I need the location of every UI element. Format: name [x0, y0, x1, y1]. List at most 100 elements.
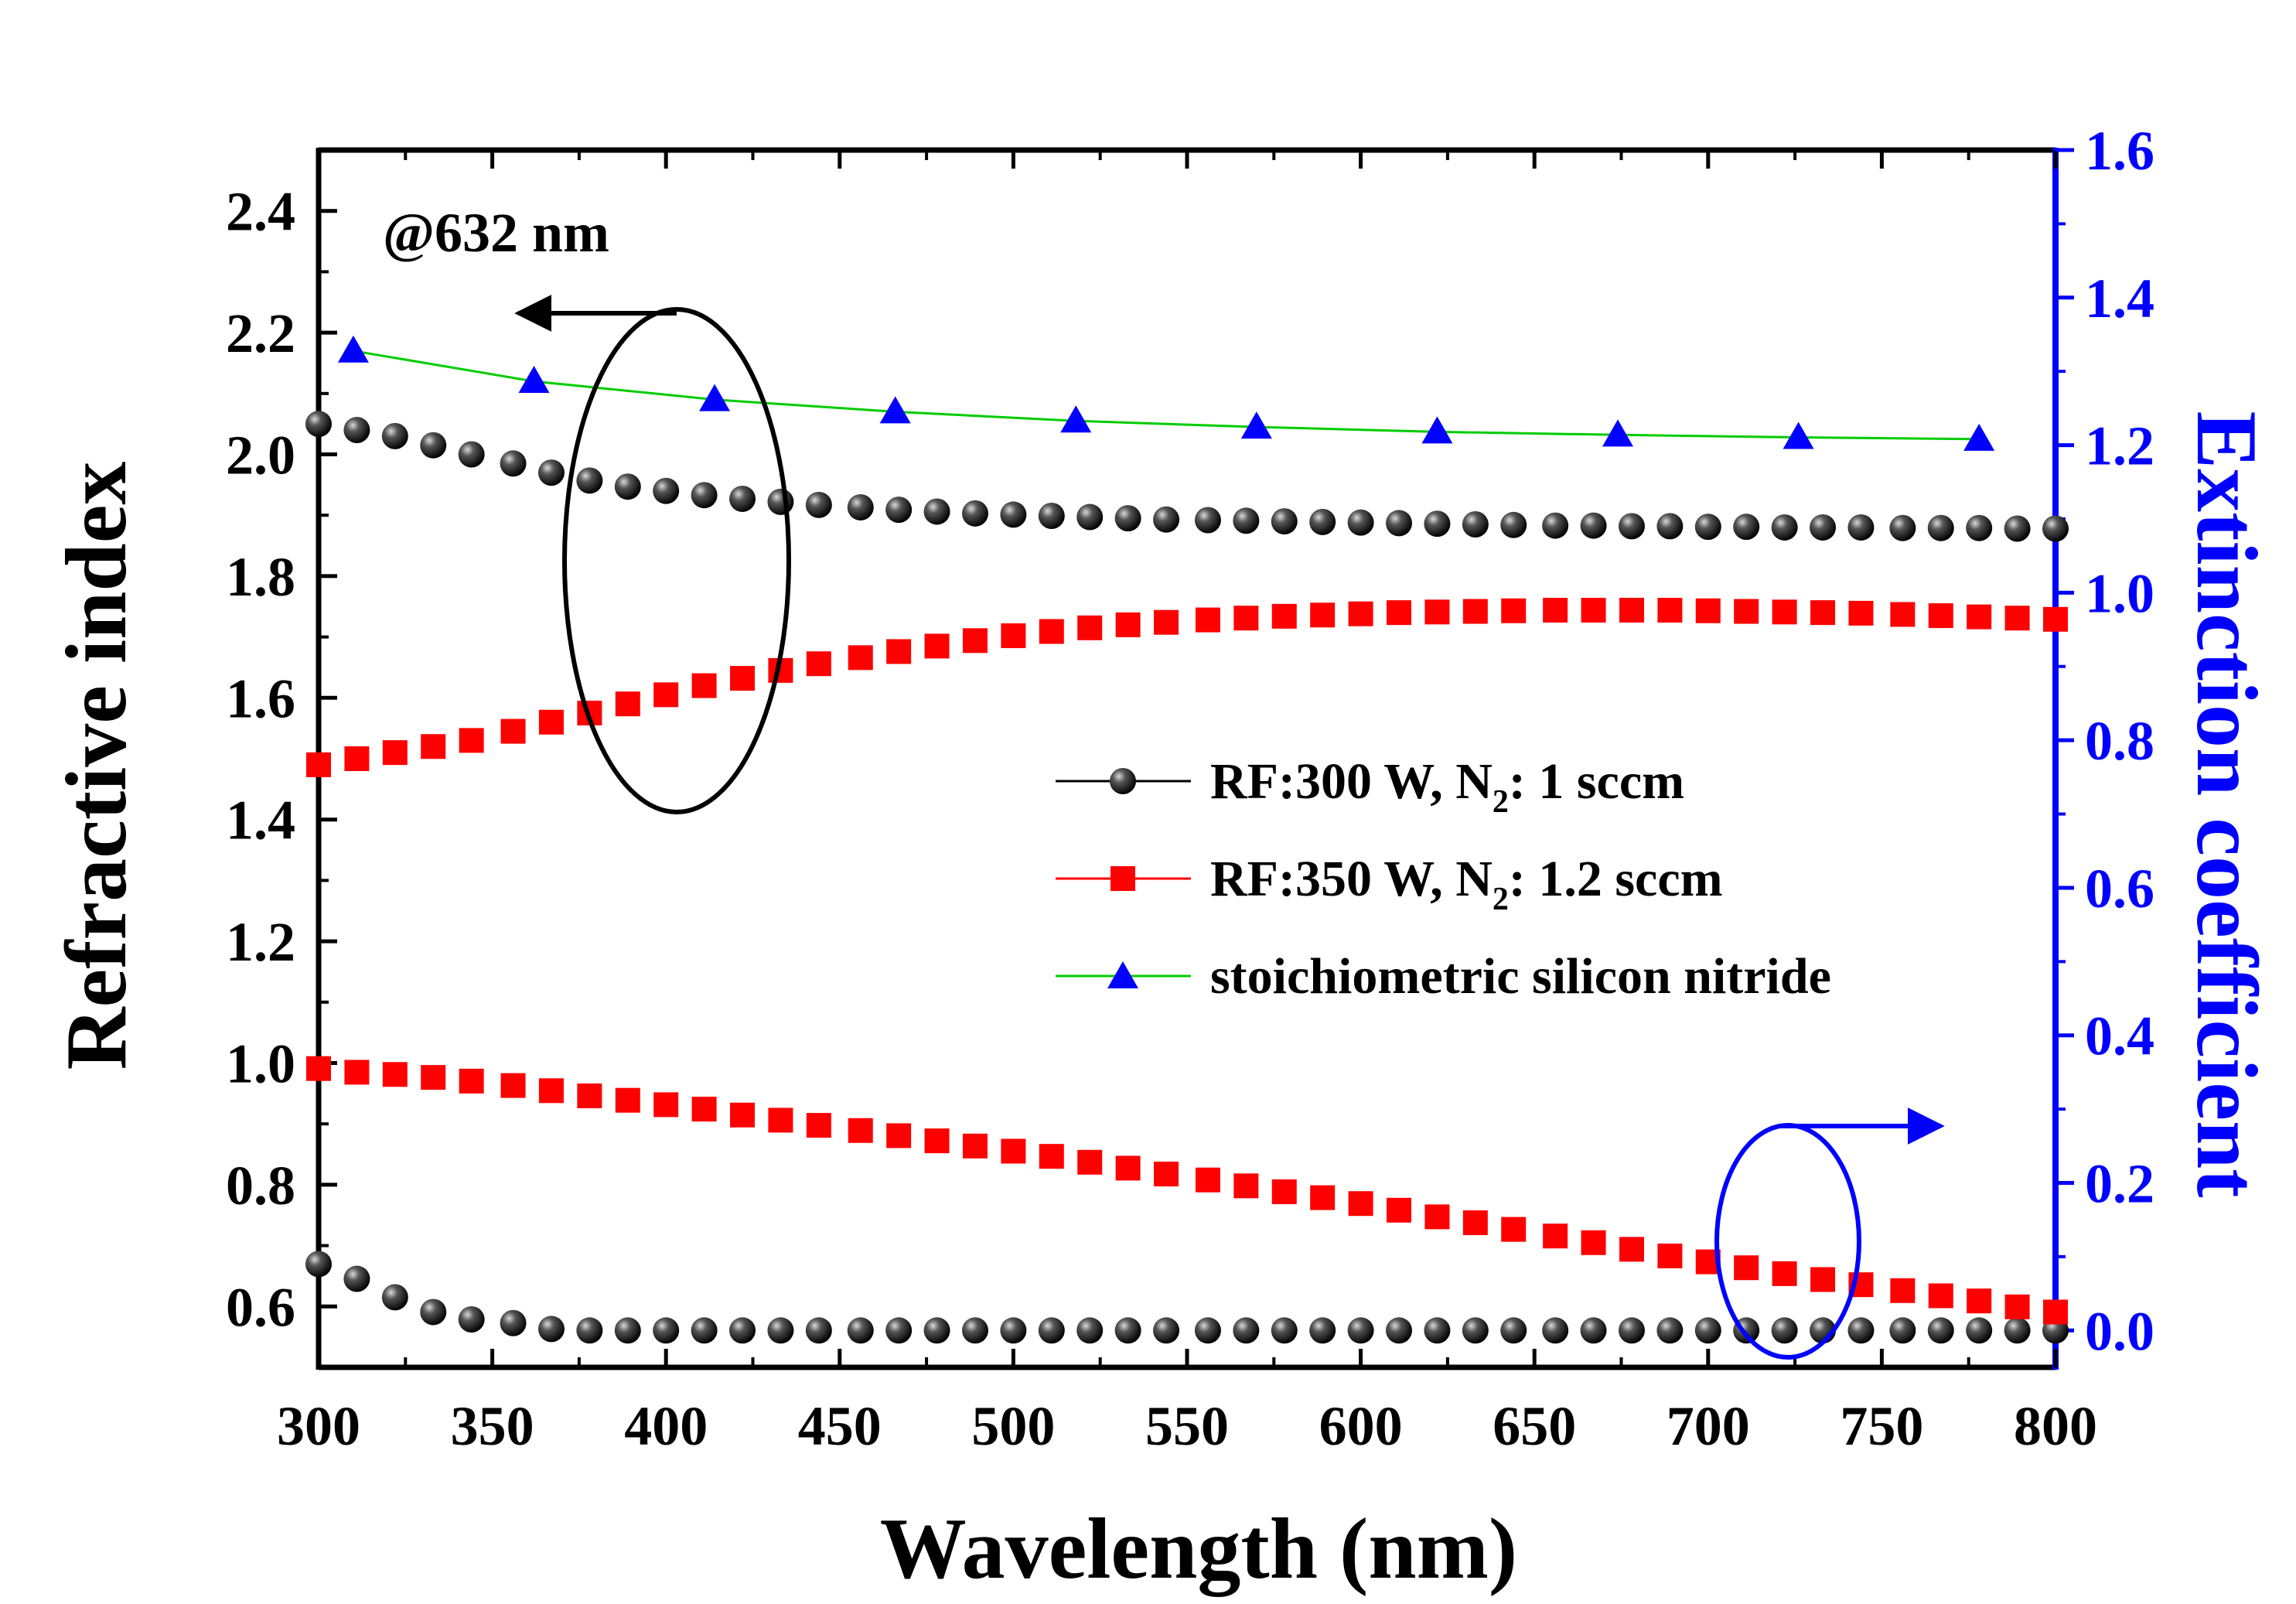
- data-point-sphere: [1076, 503, 1104, 531]
- data-point-square: [1810, 1267, 1836, 1292]
- data-point-triangle: [879, 396, 911, 424]
- data-point-square: [459, 728, 484, 753]
- data-point-square: [962, 1133, 988, 1159]
- legend-label-rf350: RF:350 W, N: [1210, 851, 1493, 907]
- data-point-sphere: [1309, 1317, 1336, 1344]
- legend-sub-rf300: 2: [1493, 784, 1509, 820]
- data-point-sphere: [1542, 512, 1569, 539]
- series-0: [305, 411, 2069, 542]
- y-right-tick-label: 1.6: [2085, 120, 2154, 182]
- data-point-square: [1734, 599, 1759, 624]
- data-point-square: [2004, 1294, 2030, 1319]
- data-point-sphere: [1580, 512, 1607, 539]
- data-point-sphere: [1462, 1317, 1489, 1344]
- data-point-sphere: [1153, 506, 1180, 533]
- x-axis-title: Wavelength (nm): [880, 1501, 1517, 1597]
- data-point-sphere: [1847, 1317, 1875, 1344]
- annotation-wavelength: @632 nm: [383, 202, 609, 264]
- data-point-sphere: [1194, 507, 1221, 534]
- y-left-tick-label: 0.8: [226, 1155, 295, 1217]
- data-point-sphere: [1194, 1317, 1221, 1344]
- x-tick-label: 400: [624, 1395, 708, 1457]
- plot-frame: [316, 147, 2059, 1370]
- data-point-square: [1115, 612, 1141, 637]
- data-point-square: [1581, 597, 1606, 623]
- y-right-tick-label: 0.0: [2085, 1300, 2154, 1362]
- y-left-tick-label: 0.6: [226, 1276, 295, 1338]
- data-point-sphere: [1847, 514, 1875, 541]
- data-point-square: [730, 666, 756, 691]
- data-point-sphere: [1771, 514, 1798, 541]
- data-point-square: [806, 1113, 831, 1138]
- data-point-square: [924, 633, 950, 659]
- data-point-square: [1619, 1237, 1644, 1262]
- data-point-square: [1890, 1278, 1916, 1303]
- legend-label-rf300: RF:300 W, N: [1210, 753, 1493, 810]
- data-point-square: [421, 734, 446, 759]
- data-point-sphere: [576, 467, 603, 494]
- data-point-sphere: [1966, 1317, 1993, 1344]
- data-point-sphere: [1000, 1317, 1027, 1344]
- data-point-sphere: [847, 493, 874, 520]
- data-point-sphere: [1309, 508, 1336, 535]
- data-point-sphere: [2004, 515, 2031, 542]
- x-tick-label: 550: [1145, 1395, 1229, 1457]
- legend-entry-rf300: RF:300 W, N2: 1 sccm: [1056, 753, 1684, 820]
- data-point-sphere: [1542, 1317, 1569, 1344]
- data-point-square: [421, 1065, 446, 1090]
- data-point-sphere: [923, 1317, 950, 1344]
- y-right-tick-label: 1.2: [2085, 415, 2154, 477]
- data-point-square: [1501, 1217, 1527, 1242]
- data-point-sphere: [1271, 1317, 1298, 1344]
- data-point-triangle: [1783, 421, 1814, 449]
- data-point-sphere: [729, 485, 756, 512]
- data-point-sphere: [1500, 511, 1527, 538]
- data-point-sphere: [729, 1317, 756, 1344]
- data-point-sphere: [1038, 1317, 1065, 1344]
- data-point-square: [1271, 1179, 1297, 1204]
- data-point-sphere: [305, 411, 332, 438]
- legend-entry-rf350: RF:350 W, N2: 1.2 sccm: [1056, 851, 1723, 917]
- data-point-sphere: [420, 1299, 447, 1326]
- data-point-sphere: [847, 1317, 874, 1344]
- data-point-square: [1890, 602, 1916, 627]
- data-point-square: [1115, 1155, 1141, 1181]
- data-point-sphere: [381, 422, 408, 449]
- data-point-square: [615, 691, 640, 717]
- data-point-square: [1271, 603, 1297, 629]
- data-point-sphere: [1153, 1317, 1180, 1344]
- data-point-sphere: [767, 488, 794, 515]
- data-point-sphere: [1386, 510, 1413, 537]
- data-point-square: [848, 645, 873, 671]
- data-point-square: [886, 639, 912, 664]
- data-point-sphere: [458, 1305, 485, 1333]
- svg-text:RF:350 W, N2: 1.2 sccm: RF:350 W, N2: 1.2 sccm: [1210, 851, 1723, 917]
- data-point-sphere: [343, 1265, 370, 1292]
- data-point-sphere: [1271, 508, 1298, 535]
- legend-marker-rf300: [1110, 768, 1136, 794]
- data-point-triangle: [1060, 405, 1092, 433]
- data-point-sphere: [1966, 514, 1993, 541]
- x-tick-label: 500: [971, 1395, 1055, 1457]
- data-point-sphere: [653, 1317, 680, 1344]
- svg-text:RF:300 W, N2: 1 sccm: RF:300 W, N2: 1 sccm: [1210, 753, 1684, 820]
- data-point-sphere: [691, 1317, 718, 1344]
- data-point-sphere: [458, 441, 485, 468]
- data-point-square: [459, 1068, 484, 1094]
- data-point-square: [2043, 606, 2068, 632]
- x-tick-label: 800: [2014, 1395, 2097, 1457]
- data-point-sphere: [1618, 513, 1645, 540]
- data-point-sphere: [805, 491, 832, 518]
- legend-marker-stoichiometric: [1107, 961, 1138, 988]
- data-point-square: [1695, 598, 1721, 623]
- data-point-square: [1424, 1204, 1450, 1230]
- data-point-square: [615, 1087, 640, 1113]
- data-point-triangle: [699, 384, 731, 411]
- data-point-sphere: [343, 417, 370, 444]
- y-left-tick-labels: 0.6 0.8 1.0 1.2 1.4 1.6 1.8 2.0 2.2 2.4: [226, 181, 295, 1339]
- data-point-square: [1967, 1288, 1992, 1314]
- y-left-tick-label: 2.2: [226, 302, 295, 364]
- data-point-sphere: [1694, 1317, 1721, 1344]
- data-point-square: [1039, 619, 1064, 644]
- data-point-sphere: [1889, 1317, 1916, 1344]
